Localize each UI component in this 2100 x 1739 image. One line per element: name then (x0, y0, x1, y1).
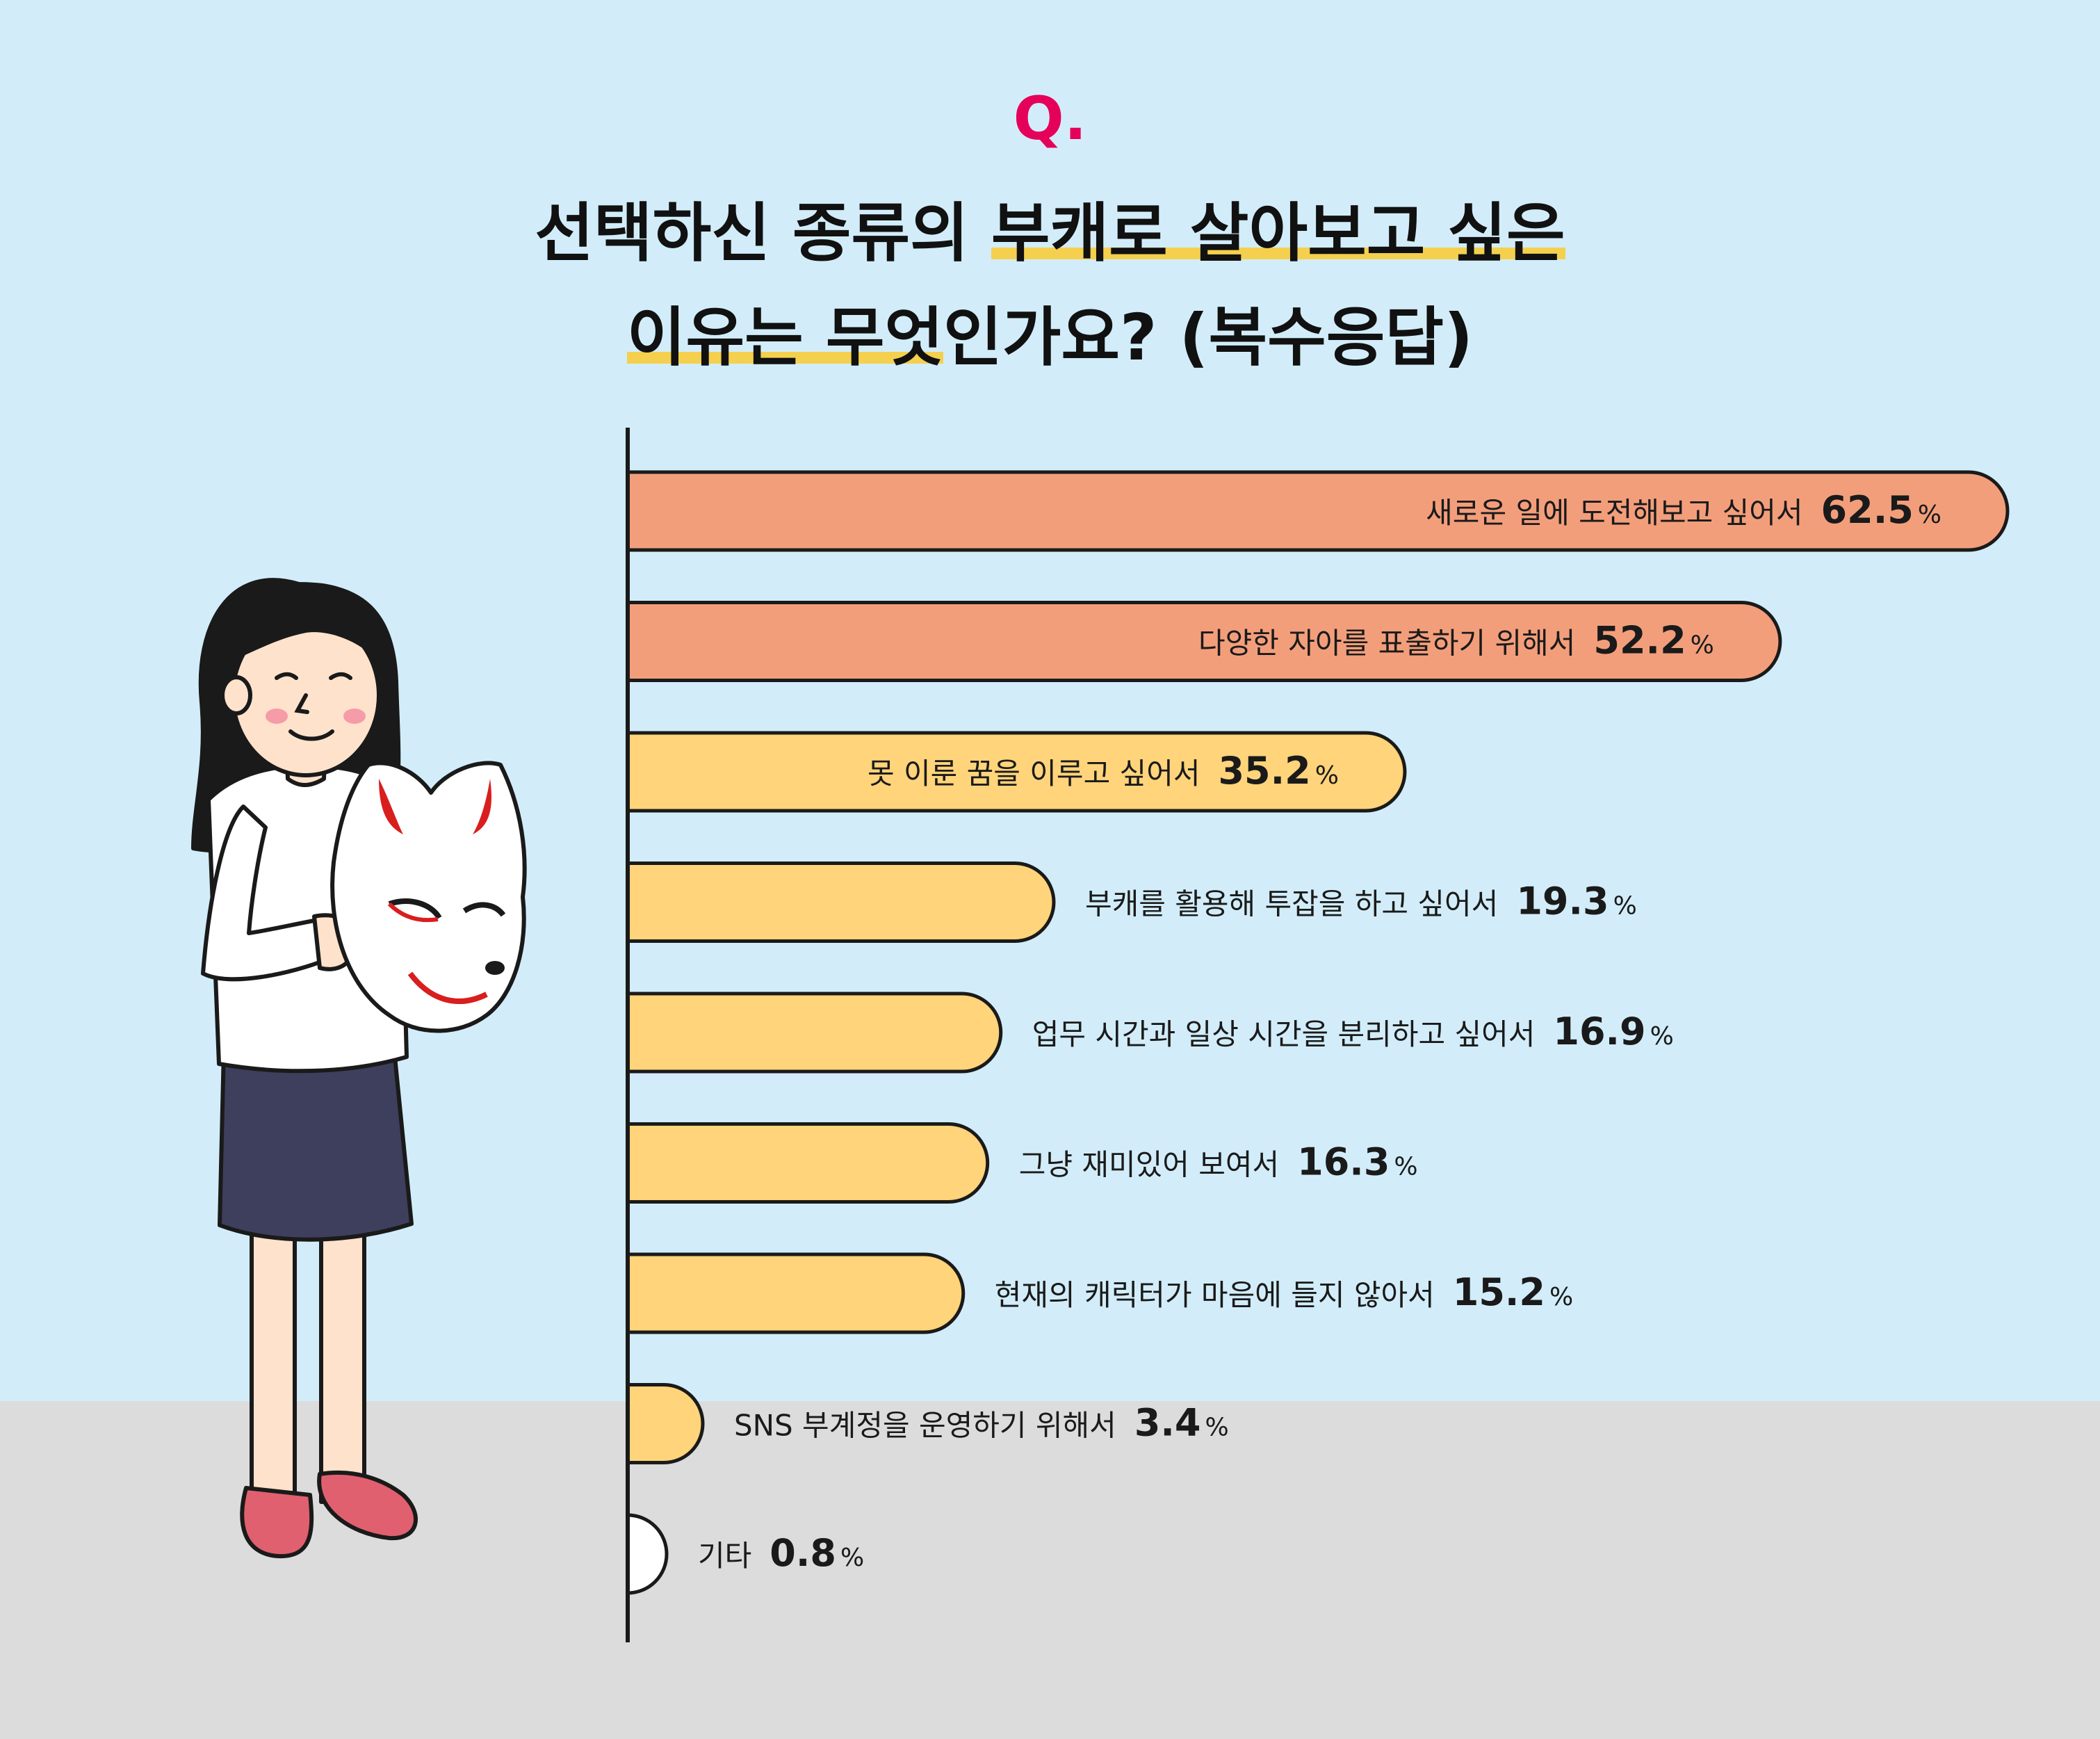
value-label-4: 19.3 (1516, 880, 1609, 923)
category-label-7: 현재의 캐릭터가 마음에 들지 않아서 (995, 1278, 1435, 1312)
labels-layer: 새로운 일에 도전해보고 싶어서 62.5 % 다양한 자아를 표출하기 위해서 52.… (698, 488, 1942, 1575)
title-line-1-highlight: 부캐로 살아보고 싶은 (991, 196, 1565, 270)
bar-6 (626, 1122, 990, 1204)
value-label-6: 16.3 (1297, 1140, 1390, 1184)
category-label-3: 못 이룬 꿈을 이루고 싶어서 (868, 757, 1200, 791)
category-label-2: 다양한 자아를 표출하기 위해서 (1198, 626, 1575, 661)
unit-label-7: % (1549, 1283, 1573, 1311)
value-label-3: 35.2 (1218, 749, 1310, 793)
unit-label-9: % (840, 1544, 864, 1572)
category-label-9: 기타 (698, 1539, 751, 1573)
unit-label-4: % (1613, 892, 1637, 921)
bar-label-3: 못 이룬 꿈을 이루고 싶어서 35.2% (868, 749, 1339, 793)
bar-label-5: 업무 시간과 일상 시간을 분리하고 싶어서 16.9% (1032, 1010, 1674, 1053)
unit-label-8: % (1205, 1414, 1228, 1442)
unit-label-1: % (1918, 501, 1942, 529)
value-label-2: 52.2 (1593, 619, 1686, 663)
bar-label-7: 현재의 캐릭터가 마음에 들지 않아서 15.2% (995, 1270, 1573, 1314)
question-mark-label: Q. (1013, 84, 1087, 154)
bar-label-2: 다양한 자아를 표출하기 위해서 52.2% (1198, 619, 1714, 663)
category-label-8: SNS 부계정을 운영하기 위해서 (734, 1409, 1116, 1443)
unit-label-2: % (1691, 631, 1714, 660)
title-line-2-highlight: 이유는 무엇 (626, 300, 944, 375)
page-title-line-1: 선택하신 종류의 부캐로 살아보고 싶은 (0, 202, 2100, 266)
bar-9 (626, 1513, 669, 1595)
title-line-1-plain: 선택하신 종류의 (535, 196, 991, 270)
unit-label-6: % (1394, 1153, 1417, 1181)
bar-5 (626, 992, 1003, 1074)
bar-2 (626, 601, 1782, 682)
category-label-5: 업무 시간과 일상 시간을 분리하고 싶어서 (1032, 1017, 1536, 1051)
category-label-4: 부캐를 활용해 투잡을 하고 싶어서 (1085, 887, 1498, 921)
bar-1 (626, 470, 2010, 552)
bars-layer (626, 470, 2010, 1595)
value-label-8: 3.4 (1134, 1401, 1201, 1445)
unit-label-5: % (1650, 1022, 1674, 1051)
bar-label-8: SNS 부계정을 운영하기 위해서 3.4% (734, 1401, 1229, 1445)
bar-8 (626, 1383, 705, 1464)
bar-label-6: 그냥 재미있어 보여서 16.3% (1019, 1140, 1418, 1184)
category-label-6: 그냥 재미있어 보여서 (1019, 1148, 1279, 1182)
bar-3 (626, 731, 1407, 813)
value-label-1: 62.5 (1821, 488, 1914, 532)
title-line-2-plain: 인가요? (복수응답) (943, 300, 1474, 375)
bar-label-9: 기타 0.8% (698, 1531, 864, 1575)
bar-4 (626, 862, 1056, 943)
value-label-7: 15.2 (1453, 1270, 1545, 1314)
value-label-9: 0.8 (770, 1531, 836, 1575)
page-title-line-2: 이유는 무엇인가요? (복수응답) (0, 306, 2100, 370)
bar-7 (626, 1252, 966, 1334)
value-label-5: 16.9 (1553, 1010, 1645, 1053)
category-label-1: 새로운 일에 도전해보고 싶어서 (1426, 496, 1802, 530)
bar-label-4: 부캐를 활용해 투잡을 하고 싶어서 19.3% (1085, 880, 1637, 923)
unit-label-3: % (1315, 761, 1339, 790)
bar-label-1: 새로운 일에 도전해보고 싶어서 62.5% (1426, 488, 1942, 532)
